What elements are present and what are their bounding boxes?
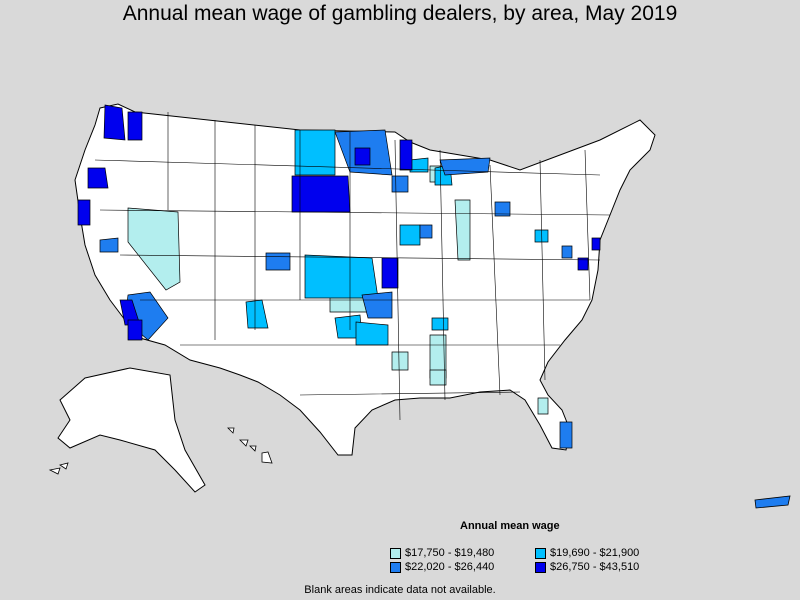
alaska-islands: [48, 462, 69, 475]
legend-swatch: [535, 547, 546, 559]
hawaii: [227, 427, 273, 464]
legend-swatch: [390, 547, 401, 559]
puerto-rico: [754, 495, 791, 509]
legend-swatch: [535, 561, 546, 573]
legend-label: $19,690 - $21,900: [550, 547, 640, 559]
legend-item-tier-1: $17,750 - $19,480: [390, 547, 494, 559]
tier-2-areas: [245, 129, 549, 346]
legend-label: $17,750 - $19,480: [405, 547, 495, 559]
legend-label: $26,750 - $43,510: [550, 561, 640, 573]
legend-item-tier-4: $26,750 - $43,510: [535, 561, 639, 573]
legend-title: Annual mean wage: [460, 520, 560, 532]
legend-label: $22,020 - $26,440: [405, 561, 495, 573]
legend-item-tier-3: $22,020 - $26,440: [390, 561, 494, 573]
boundary-lines: [94, 112, 611, 421]
legend-swatch: [390, 561, 401, 573]
legend-item-tier-2: $19,690 - $21,900: [535, 547, 639, 559]
map-title: Annual mean wage of gambling dealers, by…: [122, 2, 678, 25]
tier-4-areas: [77, 104, 601, 341]
alaska: [57, 367, 206, 493]
footnote: Blank areas indicate data not available.: [304, 584, 496, 596]
